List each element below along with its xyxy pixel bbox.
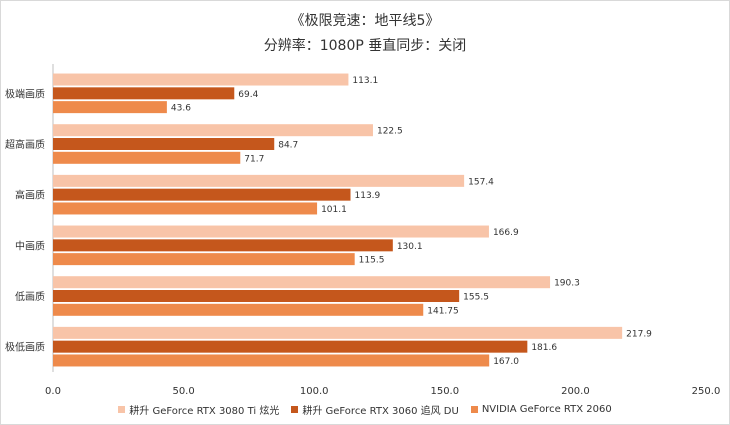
category-label: 极端画质 [5, 87, 45, 100]
category-label: 高画质 [15, 189, 45, 202]
bar-2 [53, 188, 351, 201]
category-label: 中画质 [15, 239, 45, 252]
bar-3 [53, 303, 424, 316]
bar-3 [53, 101, 167, 114]
x-tick-label: 150.0 [430, 386, 459, 397]
chart-title: 《极限竞速：地平线5》 [290, 13, 440, 29]
legend-item-1: 耕升 GeForce RTX 3080 Ti 炫光 [118, 402, 279, 417]
bar-2 [53, 239, 393, 252]
data-label: 43.6 [171, 104, 191, 114]
x-tick-label: 250.0 [692, 386, 721, 397]
x-tick-label: 0.0 [45, 386, 61, 397]
bar-3 [53, 151, 241, 164]
bar-2 [53, 138, 275, 150]
data-label: 155.5 [463, 293, 489, 303]
data-label: 84.7 [278, 141, 298, 151]
x-tick-label: 200.0 [561, 386, 590, 397]
bar-3 [53, 253, 355, 266]
legend-swatch-2 [291, 406, 299, 413]
x-tick-label: 100.0 [300, 386, 329, 397]
data-label: 115.5 [359, 256, 385, 266]
legend-item-3: NVIDIA GeForce RTX 2060 [470, 402, 612, 417]
category-label: 低画质 [15, 290, 45, 303]
legend-swatch-3 [470, 406, 478, 413]
data-label: 217.9 [626, 329, 652, 339]
bar-2 [53, 340, 528, 353]
data-label: 181.6 [531, 343, 557, 353]
bar-1 [53, 73, 349, 86]
bar-1 [53, 326, 623, 339]
bar-2 [53, 87, 235, 100]
data-label: 122.5 [377, 127, 403, 137]
bar-1 [53, 174, 465, 187]
bar-3 [53, 202, 318, 215]
bar-3 [53, 354, 490, 367]
data-label: 113.1 [352, 76, 378, 86]
data-label: 157.4 [468, 177, 494, 187]
data-label: 113.9 [355, 191, 381, 201]
legend-item-2: 耕升 GeForce RTX 3060 追风 DU [291, 402, 459, 417]
data-label: 69.4 [238, 90, 258, 100]
bar-1 [53, 124, 373, 137]
category-label: 超高画质 [5, 138, 45, 151]
x-tick-label: 50.0 [172, 386, 194, 397]
data-label: 130.1 [397, 242, 423, 252]
category-label: 极低画质 [5, 341, 45, 354]
data-label: 166.9 [493, 228, 519, 238]
legend-label-2: 耕升 GeForce RTX 3060 追风 DU [302, 406, 459, 417]
chart-subtitle: 分辨率：1080P 垂直同步：关闭 [263, 38, 467, 54]
legend-label-1: 耕升 GeForce RTX 3080 Ti 炫光 [129, 406, 280, 417]
data-label: 141.75 [427, 306, 459, 316]
bar-2 [53, 290, 460, 302]
data-label: 101.1 [321, 205, 347, 215]
bar-1 [53, 276, 551, 289]
legend: 耕升 GeForce RTX 3080 Ti 炫光 耕升 GeForce RTX… [0, 402, 730, 417]
data-label: 190.3 [554, 279, 580, 289]
bar-1 [53, 225, 489, 238]
data-label: 71.7 [244, 154, 264, 164]
data-label: 167.0 [493, 357, 519, 367]
legend-swatch-1 [118, 406, 126, 413]
legend-label-3: NVIDIA GeForce RTX 2060 [481, 404, 612, 415]
